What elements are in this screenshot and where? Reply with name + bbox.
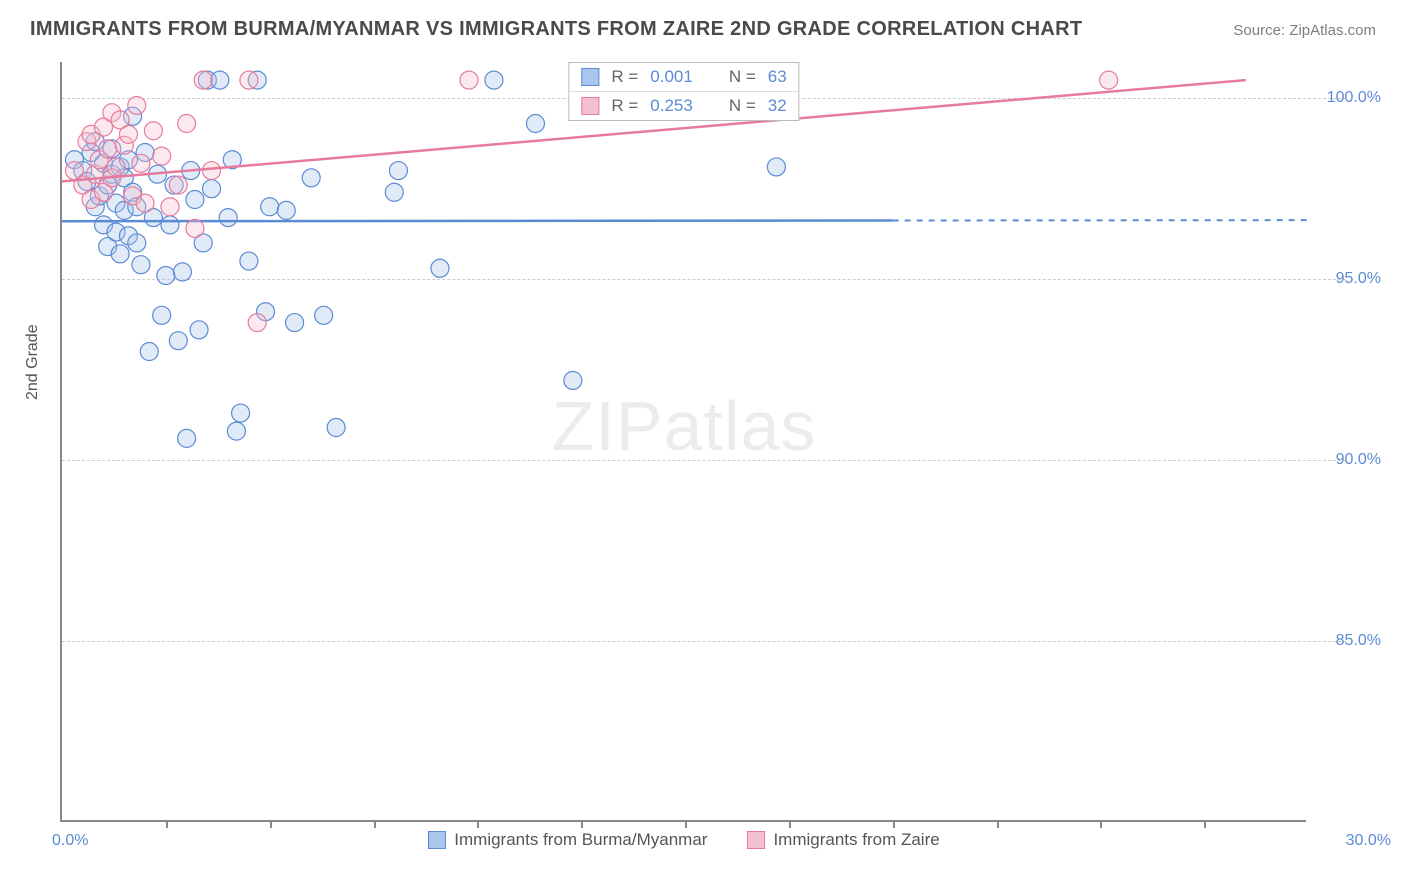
data-point xyxy=(277,201,295,219)
x-tick xyxy=(374,820,376,828)
data-point xyxy=(173,263,191,281)
data-point xyxy=(99,140,117,158)
source-attribution: Source: ZipAtlas.com xyxy=(1233,22,1376,39)
data-point xyxy=(526,115,544,133)
data-point xyxy=(227,422,245,440)
data-point xyxy=(203,180,221,198)
series1-n-value: 63 xyxy=(768,67,787,87)
r-label: R = xyxy=(611,96,638,116)
legend: Immigrants from Burma/Myanmar Immigrants… xyxy=(62,830,1306,850)
data-point xyxy=(261,198,279,216)
data-point xyxy=(302,169,320,187)
series1-swatch xyxy=(581,68,599,86)
x-tick xyxy=(789,820,791,828)
data-point xyxy=(385,183,403,201)
data-point xyxy=(136,194,154,212)
plot-area: ZIPatlas R = 0.001 N = 63 R = 0.253 N = … xyxy=(60,62,1306,822)
data-point xyxy=(460,71,478,89)
data-point xyxy=(128,96,146,114)
header: IMMIGRANTS FROM BURMA/MYANMAR VS IMMIGRA… xyxy=(30,18,1376,41)
chart-title: IMMIGRANTS FROM BURMA/MYANMAR VS IMMIGRA… xyxy=(30,18,1082,41)
trend-line xyxy=(62,221,893,222)
source-value: ZipAtlas.com xyxy=(1289,22,1376,39)
data-point xyxy=(1100,71,1118,89)
data-point xyxy=(119,125,137,143)
data-point xyxy=(169,332,187,350)
data-point xyxy=(194,71,212,89)
series2-n-value: 32 xyxy=(768,96,787,116)
data-point xyxy=(186,191,204,209)
data-point xyxy=(178,115,196,133)
source-label: Source: xyxy=(1233,22,1289,39)
series1-r-value: 0.001 xyxy=(650,67,693,87)
series2-swatch xyxy=(581,97,599,115)
data-point xyxy=(767,158,785,176)
x-tick xyxy=(270,820,272,828)
data-point xyxy=(211,71,229,89)
x-tick xyxy=(685,820,687,828)
data-point xyxy=(178,429,196,447)
data-point xyxy=(232,404,250,422)
data-point xyxy=(153,147,171,165)
series1-legend-label: Immigrants from Burma/Myanmar xyxy=(454,830,707,850)
x-tick xyxy=(893,820,895,828)
y-tick-label: 95.0% xyxy=(1321,270,1381,288)
series1-legend-swatch xyxy=(428,831,446,849)
legend-item-series1: Immigrants from Burma/Myanmar xyxy=(428,830,707,850)
y-tick-label: 90.0% xyxy=(1321,451,1381,469)
data-point xyxy=(161,216,179,234)
stats-row-series2: R = 0.253 N = 32 xyxy=(569,91,798,120)
data-point xyxy=(157,267,175,285)
x-tick xyxy=(1100,820,1102,828)
data-point xyxy=(327,419,345,437)
data-point xyxy=(107,158,125,176)
data-point xyxy=(219,209,237,227)
series2-legend-label: Immigrants from Zaire xyxy=(773,830,939,850)
n-label: N = xyxy=(729,96,756,116)
data-point xyxy=(240,71,258,89)
data-point xyxy=(485,71,503,89)
n-label: N = xyxy=(729,67,756,87)
data-point xyxy=(564,371,582,389)
data-point xyxy=(240,252,258,270)
stats-row-series1: R = 0.001 N = 63 xyxy=(569,63,798,91)
x-tick xyxy=(477,820,479,828)
data-point xyxy=(190,321,208,339)
data-point xyxy=(132,256,150,274)
x-max-label: 30.0% xyxy=(1346,832,1391,850)
x-tick xyxy=(581,820,583,828)
data-point xyxy=(389,162,407,180)
y-tick-label: 100.0% xyxy=(1321,89,1381,107)
chart-svg xyxy=(62,62,1306,820)
data-point xyxy=(144,122,162,140)
y-axis-label: 2nd Grade xyxy=(24,324,42,400)
r-label: R = xyxy=(611,67,638,87)
data-point xyxy=(128,234,146,252)
correlation-stats-box: R = 0.001 N = 63 R = 0.253 N = 32 xyxy=(568,62,799,121)
series2-legend-swatch xyxy=(747,831,765,849)
data-point xyxy=(431,259,449,277)
x-tick xyxy=(1204,820,1206,828)
data-point xyxy=(132,154,150,172)
data-point xyxy=(203,162,221,180)
x-tick xyxy=(166,820,168,828)
data-point xyxy=(140,343,158,361)
legend-item-series2: Immigrants from Zaire xyxy=(747,830,939,850)
data-point xyxy=(169,176,187,194)
data-point xyxy=(248,314,266,332)
data-point xyxy=(315,306,333,324)
y-tick-label: 85.0% xyxy=(1321,632,1381,650)
data-point xyxy=(153,306,171,324)
data-point xyxy=(161,198,179,216)
data-point xyxy=(286,314,304,332)
x-tick xyxy=(997,820,999,828)
series2-r-value: 0.253 xyxy=(650,96,693,116)
data-point xyxy=(111,245,129,263)
data-point xyxy=(186,219,204,237)
